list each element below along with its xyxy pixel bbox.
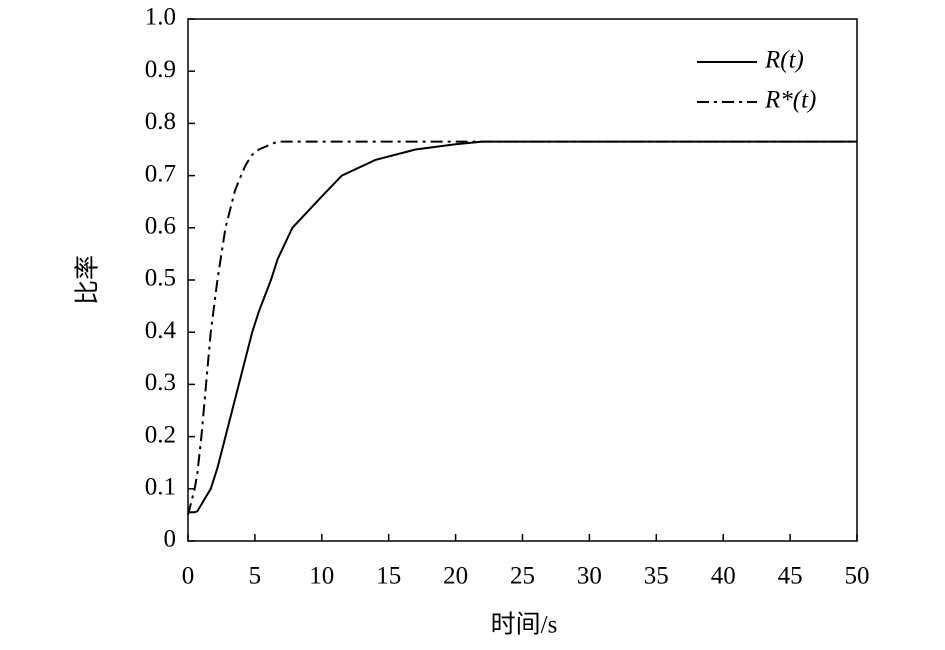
x-tick-label: 25 — [510, 563, 535, 590]
y-tick-label: 0.5 — [145, 265, 176, 292]
y-tick-label: 0.7 — [145, 160, 176, 187]
y-axis-label: 比率 — [74, 255, 102, 305]
x-tick-label: 35 — [644, 563, 669, 590]
x-tick-label: 10 — [309, 563, 334, 590]
x-tick-label: 15 — [376, 563, 401, 590]
x-tick-label: 40 — [711, 563, 736, 590]
y-tick-label: 0 — [164, 526, 177, 553]
legend-label: R(t) — [764, 47, 804, 74]
y-tick-label: 0.9 — [145, 56, 176, 83]
y-tick-label: 0.2 — [145, 421, 176, 448]
plot-frame — [187, 18, 858, 542]
y-tick-label: 0.1 — [145, 474, 176, 501]
y-tick-label: 1.0 — [145, 4, 176, 31]
x-tick-label: 45 — [778, 563, 803, 590]
y-tick-label: 0.8 — [145, 108, 176, 135]
x-tick-label: 5 — [249, 563, 262, 590]
x-axis-label: 时间/s — [491, 611, 558, 639]
legend-label: R*(t) — [764, 87, 816, 114]
x-tick-label: 20 — [443, 563, 468, 590]
series-line — [188, 140, 857, 514]
y-tick-label: 0.4 — [145, 317, 177, 344]
x-tick-label: 30 — [577, 563, 602, 590]
series-line — [187, 140, 857, 516]
y-tick-label: 0.6 — [145, 213, 176, 240]
x-tick-label: 0 — [182, 563, 195, 590]
x-tick-label: 50 — [845, 563, 870, 590]
y-tick-label: 0.3 — [145, 369, 176, 396]
